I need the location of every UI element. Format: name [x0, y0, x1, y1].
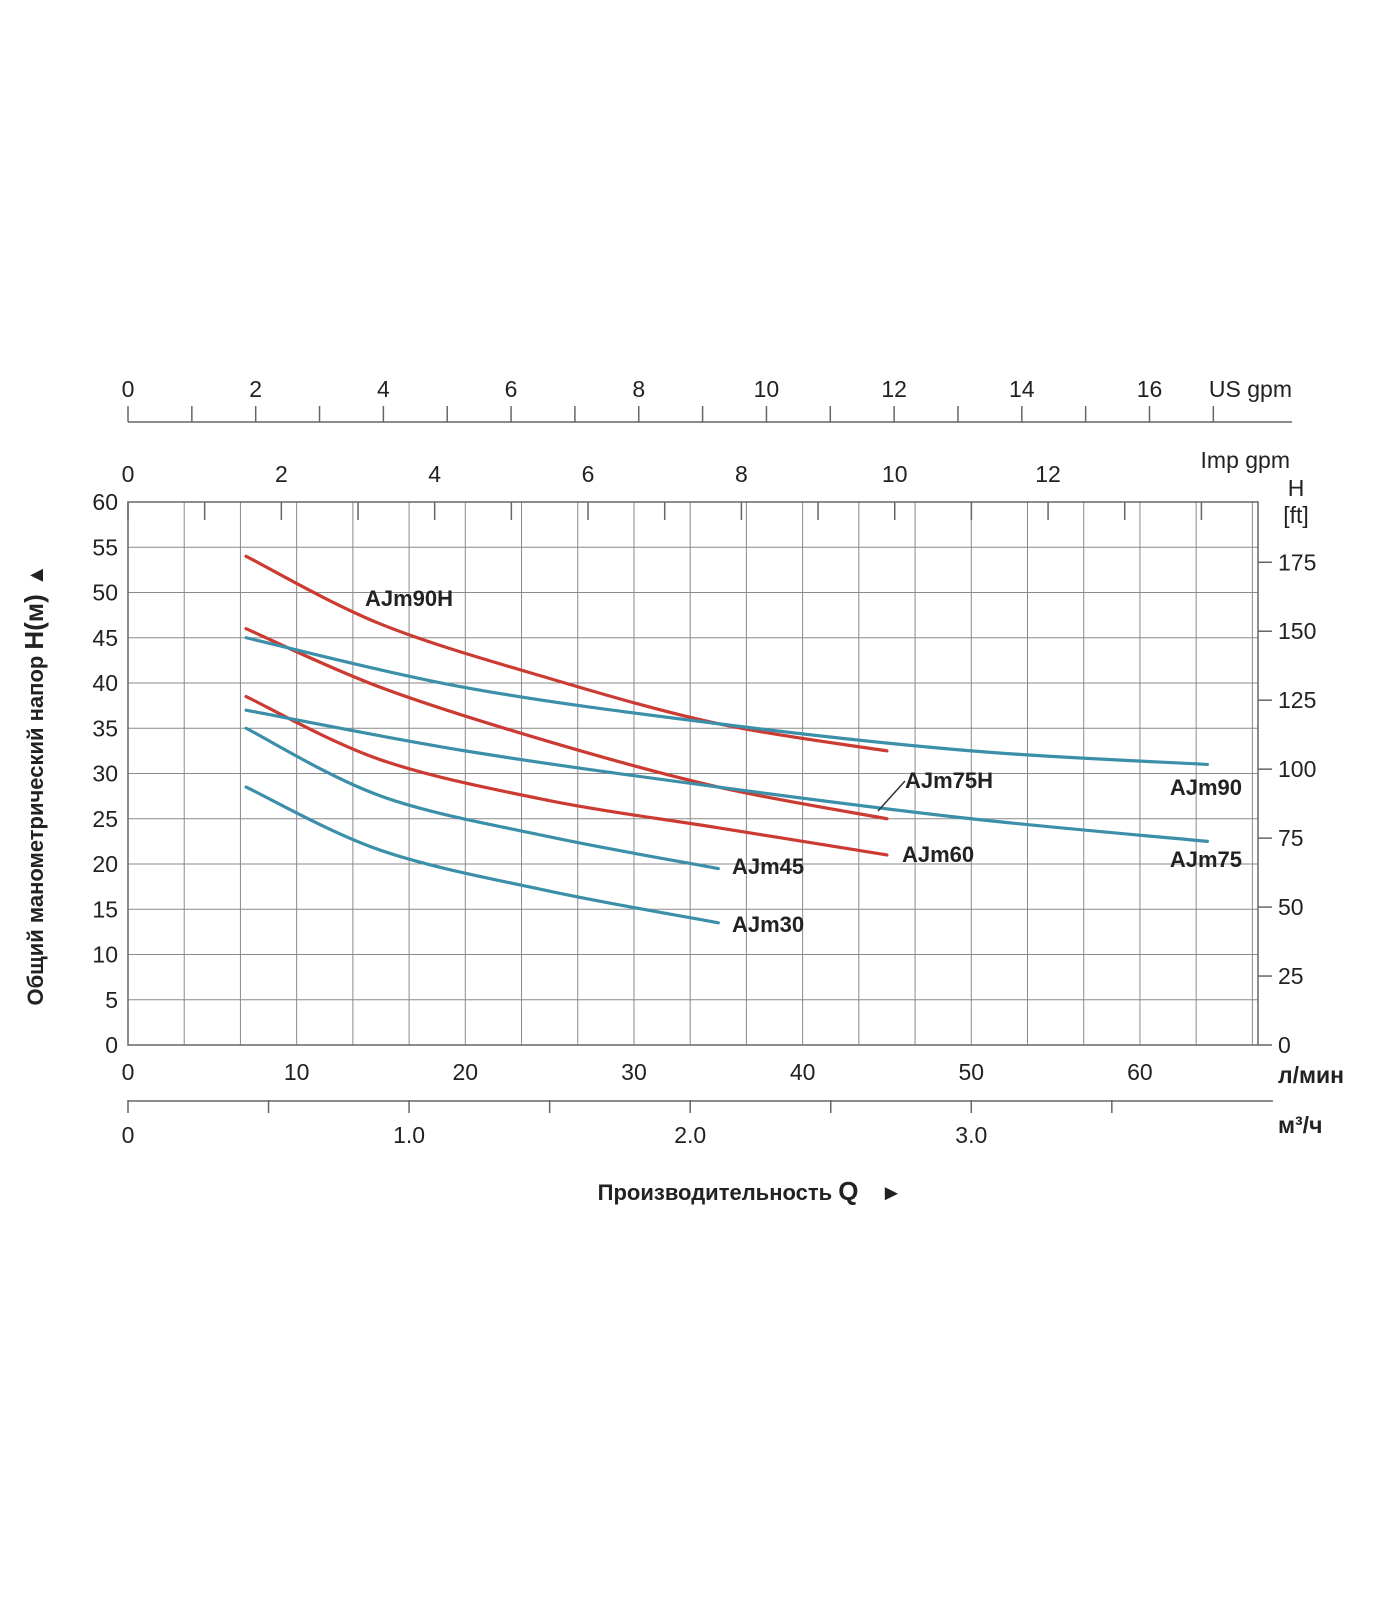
tick-labels: 0510152025303540455055600255075100125150… — [92, 376, 1316, 1148]
us-gpm-unit-label: US gpm — [1209, 376, 1292, 402]
us-gpm-tick-label: 10 — [754, 376, 780, 402]
series-line-ajm75 — [244, 708, 1209, 843]
y-axis-title-symbol: H(м) — [19, 594, 49, 649]
us-gpm-tick-label: 4 — [377, 376, 390, 402]
imp-gpm-tick-label: 12 — [1035, 461, 1061, 487]
y-axis-title-text: Общий манометрический напор — [23, 650, 48, 1006]
ft-tick-label: 100 — [1278, 756, 1316, 782]
us-gpm-tick-label: 6 — [505, 376, 518, 402]
y-tick-label: 60 — [92, 489, 118, 515]
series-line-ajm45 — [244, 726, 720, 871]
series-line-ajm90 — [244, 636, 1209, 767]
m3h-tick-label: 1.0 — [393, 1122, 425, 1148]
ft-tick-label: 125 — [1278, 687, 1316, 713]
m3h-tick-label: 2.0 — [674, 1122, 706, 1148]
series-label-ajm75h: AJm75H — [905, 768, 993, 793]
imp-gpm-tick-label: 4 — [428, 461, 441, 487]
imp-gpm-tick-label: 6 — [582, 461, 595, 487]
us-gpm-tick-label: 12 — [881, 376, 907, 402]
lpm-tick-label: 50 — [958, 1059, 984, 1085]
lpm-tick-label: 30 — [621, 1059, 647, 1085]
lpm-tick-label: 20 — [453, 1059, 479, 1085]
lpm-tick-label: 60 — [1127, 1059, 1153, 1085]
imp-gpm-tick-label: 2 — [275, 461, 288, 487]
ft-tick-label: 25 — [1278, 963, 1304, 989]
y-tick-label: 55 — [92, 534, 118, 560]
us-gpm-tick-label: 16 — [1137, 376, 1163, 402]
series-label-ajm75: AJm75 — [1170, 847, 1242, 872]
series-line-ajm90h — [244, 554, 889, 753]
y-axis-title: Общий манометрический напор H(м) ▲ — [19, 564, 49, 1005]
series-line-ajm30 — [244, 785, 720, 925]
us-gpm-tick-label: 0 — [122, 376, 135, 402]
y-tick-label: 20 — [92, 851, 118, 877]
lpm-tick-label: 0 — [122, 1059, 135, 1085]
series-labels: AJm90H AJm75H AJm60 AJm90 AJm75 AJm45 AJm30 — [365, 586, 1242, 937]
y-tick-label: 10 — [92, 942, 118, 968]
ft-tick-label: 0 — [1278, 1032, 1291, 1058]
y-tick-label: 40 — [92, 670, 118, 696]
lpm-tick-label: 40 — [790, 1059, 816, 1085]
m3h-tick-label: 0 — [122, 1122, 135, 1148]
series-label-ajm60: AJm60 — [902, 842, 974, 867]
y-tick-label: 15 — [92, 896, 118, 922]
axes — [127, 406, 1292, 1113]
series-lines — [244, 554, 1209, 925]
imp-gpm-unit-label: Imp gpm — [1201, 447, 1290, 473]
lpm-tick-label: 10 — [284, 1059, 310, 1085]
x-axis-title-text: Производительность — [598, 1180, 839, 1205]
y-tick-label: 0 — [105, 1032, 118, 1058]
series-label-leader-ajm75h — [877, 780, 906, 812]
x-axis-title-symbol: Q — [838, 1176, 858, 1206]
y-axis-title-arrow: ▲ — [23, 564, 48, 586]
y-tick-label: 25 — [92, 806, 118, 832]
series-line-ajm75h — [244, 627, 889, 821]
imp-gpm-tick-label: 0 — [122, 461, 135, 487]
ft-tick-label: 150 — [1278, 618, 1316, 644]
m3h-tick-label: 3.0 — [955, 1122, 987, 1148]
us-gpm-tick-label: 8 — [632, 376, 645, 402]
us-gpm-tick-label: 2 — [249, 376, 262, 402]
y-tick-label: 35 — [92, 715, 118, 741]
x-axis-title: Производительность Q ► — [598, 1176, 903, 1206]
lpm-unit-label: л/мин — [1278, 1062, 1344, 1088]
ft-unit-label-h: H — [1288, 475, 1305, 501]
y-tick-label: 30 — [92, 761, 118, 787]
series-line-ajm60 — [244, 694, 889, 857]
y-tick-label: 5 — [105, 987, 118, 1013]
x-axis-title-arrow: ► — [881, 1180, 903, 1205]
ft-tick-label: 75 — [1278, 825, 1304, 851]
ft-tick-label: 50 — [1278, 894, 1304, 920]
ft-unit-label-ft: [ft] — [1283, 502, 1309, 528]
series-label-ajm90h: AJm90H — [365, 586, 453, 611]
series-label-ajm90: AJm90 — [1170, 775, 1242, 800]
plot-frame — [127, 501, 1259, 1046]
m3h-unit-label: м³/ч — [1278, 1112, 1322, 1138]
ft-tick-label: 175 — [1278, 549, 1316, 575]
y-tick-label: 50 — [92, 580, 118, 606]
us-gpm-tick-label: 14 — [1009, 376, 1035, 402]
series-label-ajm30: AJm30 — [732, 912, 804, 937]
svg-text:Общий манометрический напор H(: Общий манометрический напор H(м) ▲ — [19, 564, 49, 1005]
imp-gpm-tick-label: 10 — [882, 461, 908, 487]
grid — [128, 501, 1258, 1045]
imp-gpm-tick-label: 8 — [735, 461, 748, 487]
y-tick-label: 45 — [92, 625, 118, 651]
series-label-ajm45: AJm45 — [732, 854, 804, 879]
